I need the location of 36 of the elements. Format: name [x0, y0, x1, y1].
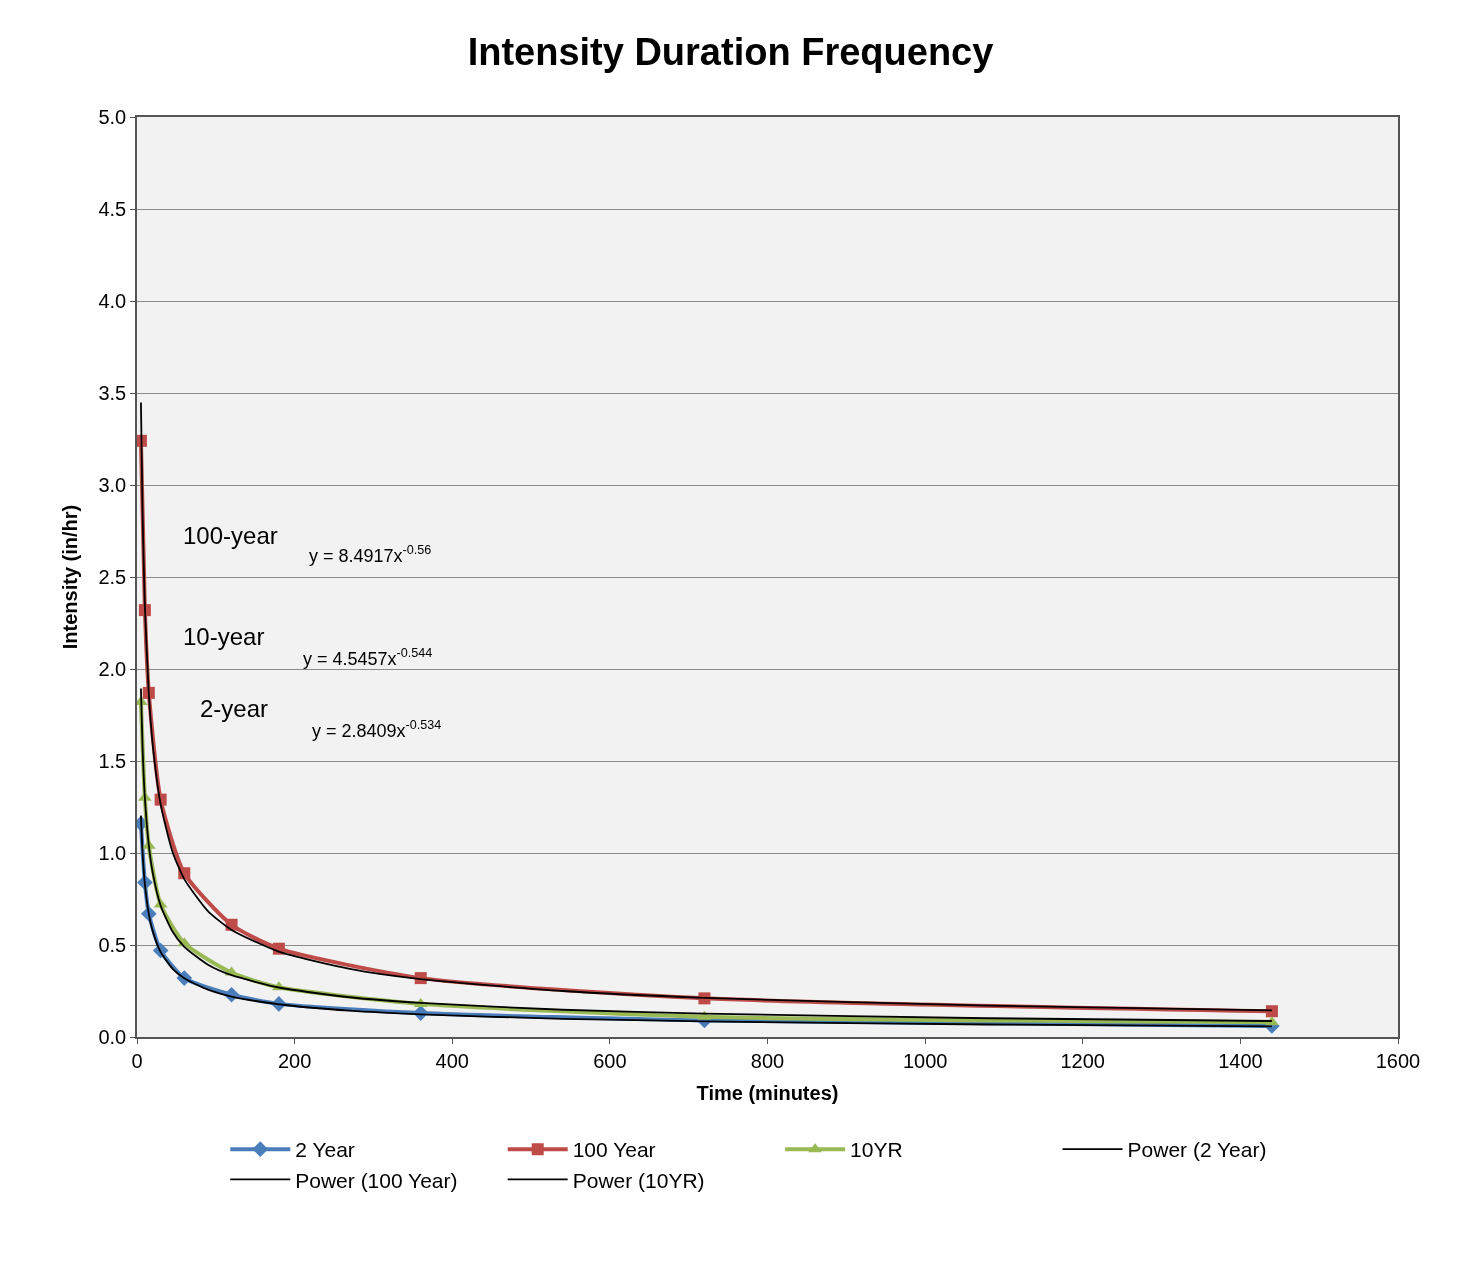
- y-tick-label: 4.0: [98, 290, 127, 312]
- y-tick-label: 1.5: [98, 750, 127, 772]
- y-tick-label: 4.5: [98, 198, 127, 220]
- legend-label: Power (100 Year): [295, 1168, 458, 1192]
- annotation: y = 8.4917x$^{-0.56}$: [309, 543, 432, 566]
- x-tick-label: 0: [131, 1049, 143, 1072]
- x-tick-label: 1400: [1218, 1049, 1263, 1072]
- legend-label: 10YR: [850, 1138, 903, 1162]
- x-tick-label: 800: [750, 1049, 785, 1072]
- y-tick-label: 1.0: [98, 842, 127, 864]
- annotation: 100-year: [183, 522, 278, 549]
- annotation: y = 2.8409x$^{-0.534}$: [312, 718, 442, 741]
- x-tick-label: 400: [435, 1049, 469, 1072]
- annotation: 10-year: [183, 623, 265, 650]
- y-tick-label: 2.5: [98, 566, 127, 588]
- legend-label: 100 Year: [572, 1138, 656, 1162]
- legend-label: Power (2 Year): [1127, 1138, 1267, 1162]
- x-tick-label: 1000: [902, 1049, 948, 1072]
- legend-label: 2 Year: [295, 1138, 355, 1162]
- x-tick-label: 1200: [1060, 1049, 1105, 1072]
- y-tick-label: 0.5: [98, 934, 127, 956]
- y-tick-label: 3.0: [98, 474, 127, 496]
- x-axis-title: Time (minutes): [696, 1081, 839, 1104]
- y-tick-label: 0.0: [98, 1026, 127, 1048]
- point: [1265, 1005, 1278, 1018]
- annotation: y = 4.5457x$^{-0.544}$: [303, 646, 433, 669]
- y-tick-label: 3.5: [98, 382, 127, 404]
- y-axis-title: Intensity (in/hr): [59, 504, 82, 650]
- x-tick-label: 200: [277, 1049, 312, 1072]
- x-tick-label: 1600: [1375, 1049, 1421, 1072]
- x-tick-label: 600: [593, 1049, 627, 1072]
- y-tick-label: 5.0: [98, 106, 127, 128]
- legend-label: Power (10YR): [572, 1168, 705, 1192]
- y-tick-label: 2.0: [98, 658, 127, 680]
- annotation: 2-year: [200, 695, 269, 722]
- chart-title: Intensity Duration Frequency: [467, 30, 994, 73]
